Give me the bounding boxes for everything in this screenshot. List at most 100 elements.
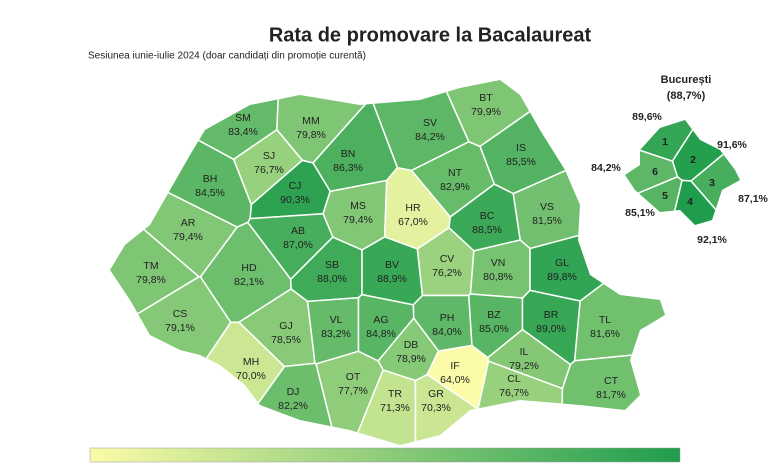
county-value: 76,7% xyxy=(499,387,529,399)
county-code: NT xyxy=(448,167,463,179)
county-value: 82,2% xyxy=(278,400,308,412)
county-code: SB xyxy=(325,259,339,271)
county-code: SV xyxy=(423,117,437,129)
county-code: OT xyxy=(346,371,361,383)
county-code: HD xyxy=(241,262,257,274)
map-title: Rata de promovare la Bacalaureat xyxy=(269,24,592,46)
county-value: 81,7% xyxy=(596,389,626,401)
county xyxy=(361,236,424,306)
sector-value: 91,6% xyxy=(717,139,747,151)
county-value: 76,2% xyxy=(432,267,462,279)
county-value: 82,9% xyxy=(440,181,470,193)
county-code: CS xyxy=(173,308,188,320)
county-code: GL xyxy=(555,257,569,269)
county-value: 79,2% xyxy=(509,360,539,372)
county-value: 87,0% xyxy=(283,239,313,251)
county xyxy=(573,164,665,362)
county-code: BC xyxy=(480,210,495,222)
county-code: AR xyxy=(181,217,196,229)
county-value: 64,0% xyxy=(440,374,470,386)
county-code: GJ xyxy=(279,320,292,332)
county-value: 79,8% xyxy=(296,129,326,141)
sector-number: 2 xyxy=(690,154,696,166)
county-value: 77,7% xyxy=(338,385,368,397)
county-value: 86,3% xyxy=(333,162,363,174)
sector xyxy=(625,179,740,225)
county-value: 88,9% xyxy=(377,273,407,285)
county-value: 84,2% xyxy=(415,131,445,143)
county-code: SM xyxy=(235,112,251,124)
county-value: 84,0% xyxy=(432,326,462,338)
sector-value: 85,1% xyxy=(625,207,655,219)
map-subtitle: Sesiunea iunie-iulie 2024 (doar candidaț… xyxy=(88,51,366,62)
county-value: 83,4% xyxy=(228,126,258,138)
sector-value: 92,1% xyxy=(697,234,727,246)
county-code: VL xyxy=(330,314,343,326)
county-value: 78,5% xyxy=(271,334,301,346)
sector-number: 5 xyxy=(662,190,668,202)
color-bar xyxy=(89,447,681,463)
county-value: 89,8% xyxy=(547,271,577,283)
county-value: 79,4% xyxy=(173,231,203,243)
sector-value: 87,1% xyxy=(738,193,768,205)
county-code: BR xyxy=(544,309,559,321)
county-code: VS xyxy=(540,201,554,213)
county-code: MH xyxy=(243,356,259,368)
county-code: CV xyxy=(440,253,455,265)
inset-title: București xyxy=(661,74,712,86)
county-code: HR xyxy=(405,202,421,214)
county-code: VN xyxy=(491,257,506,269)
sector-number: 3 xyxy=(709,177,715,189)
county-code: BZ xyxy=(487,309,501,321)
sector-value: 84,2% xyxy=(591,162,621,174)
county-value: 83,2% xyxy=(321,328,351,340)
county-code: MS xyxy=(350,200,366,212)
county-value: 81,6% xyxy=(590,328,620,340)
county-code: DB xyxy=(404,339,419,351)
county-value: 79,4% xyxy=(343,214,373,226)
county-value: 79,8% xyxy=(136,274,166,286)
county-code: TL xyxy=(599,314,611,326)
sector-number: 4 xyxy=(687,196,693,208)
county-value: 84,8% xyxy=(366,328,396,340)
county-code: BV xyxy=(385,259,399,271)
inset-value: (88,7%) xyxy=(667,90,706,102)
county xyxy=(110,276,232,445)
county-code: IL xyxy=(520,346,529,358)
county-code: PH xyxy=(440,312,455,324)
county-value: 81,5% xyxy=(532,215,562,227)
county-value: 82,1% xyxy=(234,276,264,288)
county-value: 88,0% xyxy=(317,273,347,285)
county-code: AG xyxy=(373,314,388,326)
county-value: 76,7% xyxy=(254,164,284,176)
sector-number: 6 xyxy=(652,166,658,178)
county-value: 80,8% xyxy=(483,271,513,283)
county-value: 84,5% xyxy=(195,187,225,199)
county-value: 85,0% xyxy=(479,323,509,335)
county-code: CT xyxy=(604,375,619,387)
county-code: CL xyxy=(507,373,521,385)
county-code: GR xyxy=(428,388,444,400)
county-code: MM xyxy=(302,115,320,127)
labels: SM 83,4% MM 79,8% BT 79,9% SV 84,2% SJ 76,7% BN 86,… xyxy=(136,92,768,414)
county-code: IS xyxy=(516,142,526,154)
county-value: 70,3% xyxy=(421,402,451,414)
county-code: TM xyxy=(143,260,158,272)
sector xyxy=(625,120,679,225)
sector-number: 1 xyxy=(662,136,668,148)
county-value: 70,0% xyxy=(236,370,266,382)
county-code: DJ xyxy=(287,386,300,398)
county-code: SJ xyxy=(263,150,275,162)
county-value: 85,5% xyxy=(506,156,536,168)
county-value: 88,5% xyxy=(472,224,502,236)
county-code: BN xyxy=(341,148,356,160)
county-code: IF xyxy=(450,360,459,372)
county-code: TR xyxy=(388,388,402,400)
county-value: 78,9% xyxy=(396,353,426,365)
county-value: 79,1% xyxy=(165,322,195,334)
county-value: 89,0% xyxy=(536,323,566,335)
sector-value: 89,6% xyxy=(632,111,662,123)
county-value: 71,3% xyxy=(380,402,410,414)
county-code: AB xyxy=(291,225,305,237)
